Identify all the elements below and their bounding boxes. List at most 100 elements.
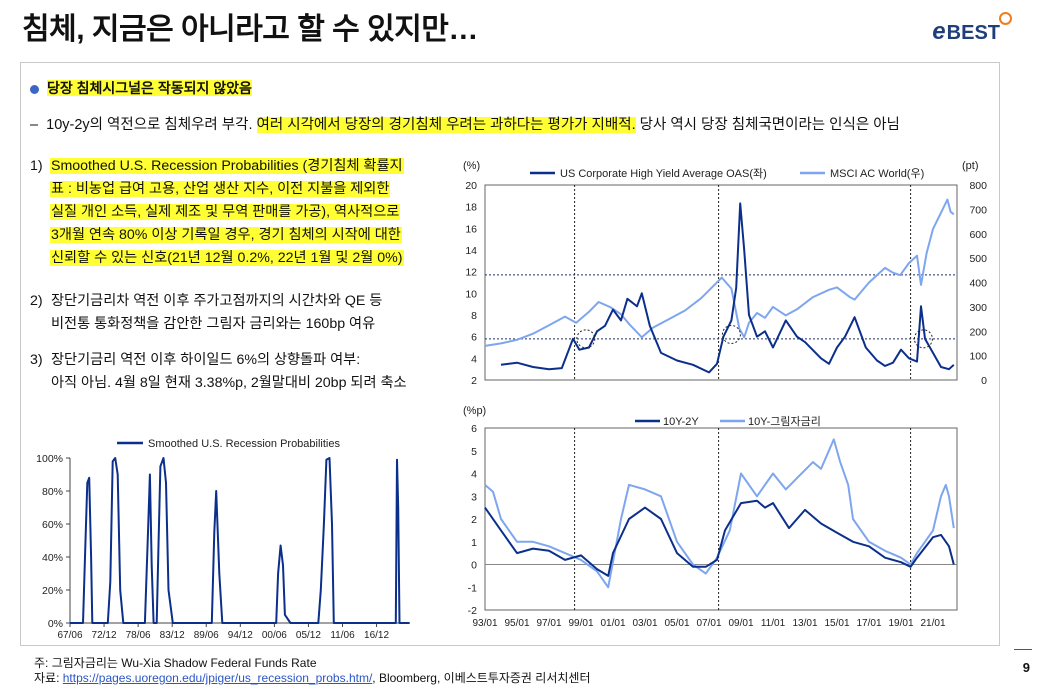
y-tick-label: 60% bbox=[42, 519, 63, 531]
highlight-circle bbox=[721, 325, 741, 344]
item-number: 3) bbox=[30, 352, 43, 368]
x-tick-label: 16/12 bbox=[364, 630, 389, 641]
y-tick-label: 5 bbox=[471, 446, 477, 458]
y-tick-label: 0% bbox=[48, 618, 63, 630]
page-number: 9 bbox=[1022, 660, 1030, 675]
x-tick-label: 94/12 bbox=[228, 630, 253, 641]
highlight-circle bbox=[913, 329, 933, 349]
x-tick-label: 67/06 bbox=[57, 630, 82, 641]
headline-text: 당장 침체시그널은 작동되지 않았음 bbox=[47, 80, 252, 96]
source-suffix: , Bloomberg, 이베스트투자증권 리서치센터 bbox=[372, 671, 591, 685]
right-tick-label: 600 bbox=[969, 229, 987, 241]
right-tick-label: 200 bbox=[969, 326, 987, 338]
legend-label-10y2y: 10Y-2Y bbox=[663, 416, 699, 428]
right-axis-unit: (pt) bbox=[962, 160, 979, 172]
plot-frame bbox=[484, 184, 958, 381]
item-line: 장단기금리차 역전 이후 주가고점까지의 시간차와 QE 등 bbox=[51, 293, 383, 309]
y-tick-label: 6 bbox=[471, 423, 477, 435]
footer-source: 자료: https://pages.uoregon.edu/jpiger/us_… bbox=[34, 669, 591, 686]
legend-label: Smoothed U.S. Recession Probabilities bbox=[148, 438, 340, 450]
left-axis-unit: (%) bbox=[463, 160, 480, 172]
x-tick-label: 17/01 bbox=[856, 618, 881, 629]
recession-probability-line bbox=[70, 457, 410, 624]
x-tick-label: 05/01 bbox=[664, 618, 689, 629]
left-tick-label: 20 bbox=[465, 180, 477, 192]
item-line: 장단기금리 역전 이후 하이일드 6%의 상향돌파 여부: bbox=[51, 352, 361, 368]
y-tick-label: 40% bbox=[42, 552, 63, 564]
footer-note: 주: 그림자금리는 Wu-Xia Shadow Federal Funds Ra… bbox=[34, 656, 317, 670]
summary-highlight: 여러 시각에서 당장의 경기침체 우려는 과하다는 평가가 지배적. bbox=[256, 117, 636, 133]
x-tick-label: 93/01 bbox=[472, 618, 497, 629]
legend-label-msci: MSCI AC World(우) bbox=[830, 167, 924, 180]
item-line: Smoothed U.S. Recession Probabilities (경… bbox=[50, 158, 404, 174]
y-tick-label: 4 bbox=[471, 469, 477, 481]
left-tick-label: 12 bbox=[465, 267, 477, 279]
y-tick-label: 20% bbox=[42, 585, 63, 597]
left-tick-label: 16 bbox=[465, 223, 477, 235]
summary-line: – 10y-2y의 역전으로 침체우려 부각. 여러 시각에서 당장의 경기침체… bbox=[30, 117, 900, 133]
y-tick-label: -2 bbox=[468, 605, 477, 617]
x-tick-label: 11/01 bbox=[761, 618, 786, 629]
y-tick-label: 2 bbox=[471, 514, 477, 526]
right-tick-label: 500 bbox=[969, 253, 987, 265]
x-tick-label: 07/01 bbox=[696, 618, 721, 629]
x-tick-label: 72/12 bbox=[92, 630, 117, 641]
msci-line bbox=[484, 198, 955, 347]
page-divider bbox=[1014, 649, 1032, 650]
x-tick-label: 21/01 bbox=[920, 618, 945, 629]
bullet-icon bbox=[30, 84, 39, 94]
left-tick-label: 2 bbox=[471, 375, 477, 387]
hy-oas-line bbox=[500, 202, 955, 374]
left-tick-label: 8 bbox=[471, 310, 477, 322]
highlight-circle bbox=[576, 329, 596, 349]
right-tick-label: 0 bbox=[981, 375, 987, 387]
y-tick-label: 1 bbox=[471, 537, 477, 549]
y-tick-label: 3 bbox=[471, 491, 477, 503]
plot-frame bbox=[484, 427, 958, 611]
x-tick-label: 89/06 bbox=[194, 630, 219, 641]
left-tick-label: 6 bbox=[471, 332, 477, 344]
x-tick-label: 13/01 bbox=[792, 618, 817, 629]
item-line: 아직 아님. 4월 8일 현재 3.38%p, 2월말대비 20bp 되려 축소 bbox=[51, 375, 407, 391]
headline: 당장 침체시그널은 작동되지 않았음 bbox=[30, 78, 252, 98]
left-tick-label: 4 bbox=[471, 353, 477, 365]
source-link[interactable]: https://pages.uoregon.edu/jpiger/us_rece… bbox=[62, 671, 373, 685]
right-tick-label: 400 bbox=[969, 278, 987, 290]
legend-label-shadow: 10Y-그림자금리 bbox=[748, 415, 821, 428]
x-tick-label: 11/06 bbox=[330, 630, 355, 641]
left-tick-label: 14 bbox=[465, 245, 477, 257]
x-tick-label: 00/06 bbox=[262, 630, 287, 641]
ten-two-spread-line bbox=[484, 499, 955, 577]
item-number: 1) bbox=[30, 158, 43, 174]
right-tick-label: 800 bbox=[969, 180, 987, 192]
item-line: 표 : 비농업 급여 고용, 산업 생산 지수, 이전 지불을 제외한 bbox=[50, 181, 391, 197]
y-tick-label: -1 bbox=[468, 582, 477, 594]
item-line: 실질 개인 소득, 실제 제조 및 무역 판매를 가공), 역사적으로 bbox=[50, 204, 401, 220]
right-tick-label: 700 bbox=[969, 204, 987, 216]
page-title: 침체, 지금은 아니라고 할 수 있지만… bbox=[22, 13, 478, 46]
item-line: 비전통 통화정책을 감안한 그림자 금리와는 160bp 여유 bbox=[51, 316, 376, 332]
hy-oas-msci-chart: (%) (pt)246810121416182001002003004005006… bbox=[463, 160, 987, 387]
x-tick-label: 99/01 bbox=[568, 618, 593, 629]
y-tick-label: 80% bbox=[42, 486, 63, 498]
x-tick-label: 01/01 bbox=[600, 618, 625, 629]
y-tick-label: 0 bbox=[471, 560, 477, 572]
right-tick-label: 300 bbox=[969, 302, 987, 314]
logo-dot-icon bbox=[999, 12, 1012, 25]
x-tick-label: 03/01 bbox=[632, 618, 657, 629]
item-line: 3개월 연속 80% 이상 기록일 경우, 경기 침체의 시작에 대한 bbox=[50, 227, 402, 243]
left-tick-label: 18 bbox=[465, 202, 477, 214]
x-tick-label: 95/01 bbox=[504, 618, 529, 629]
summary-post: 당사 역시 당장 침체국면이라는 인식은 아님 bbox=[635, 117, 900, 133]
logo-e: e bbox=[932, 18, 946, 45]
axis-unit: (%p) bbox=[463, 405, 486, 417]
source-prefix: 자료: bbox=[34, 671, 63, 685]
x-tick-label: 97/01 bbox=[536, 618, 561, 629]
x-tick-label: 15/01 bbox=[824, 618, 849, 629]
logo-text: BEST bbox=[946, 22, 1000, 44]
x-tick-label: 19/01 bbox=[888, 618, 913, 629]
item-number: 2) bbox=[30, 293, 43, 309]
x-tick-label: 78/06 bbox=[126, 630, 151, 641]
yield-spread-chart: (%p) -2 -1 0 1 2 3 4 5 6 93/01 95/01 97/01 99/01 01/01… bbox=[463, 405, 958, 629]
item-line: 신뢰할 수 있는 신호(21년 12월 0.2%, 22년 1월 및 2월 0%… bbox=[50, 250, 404, 266]
